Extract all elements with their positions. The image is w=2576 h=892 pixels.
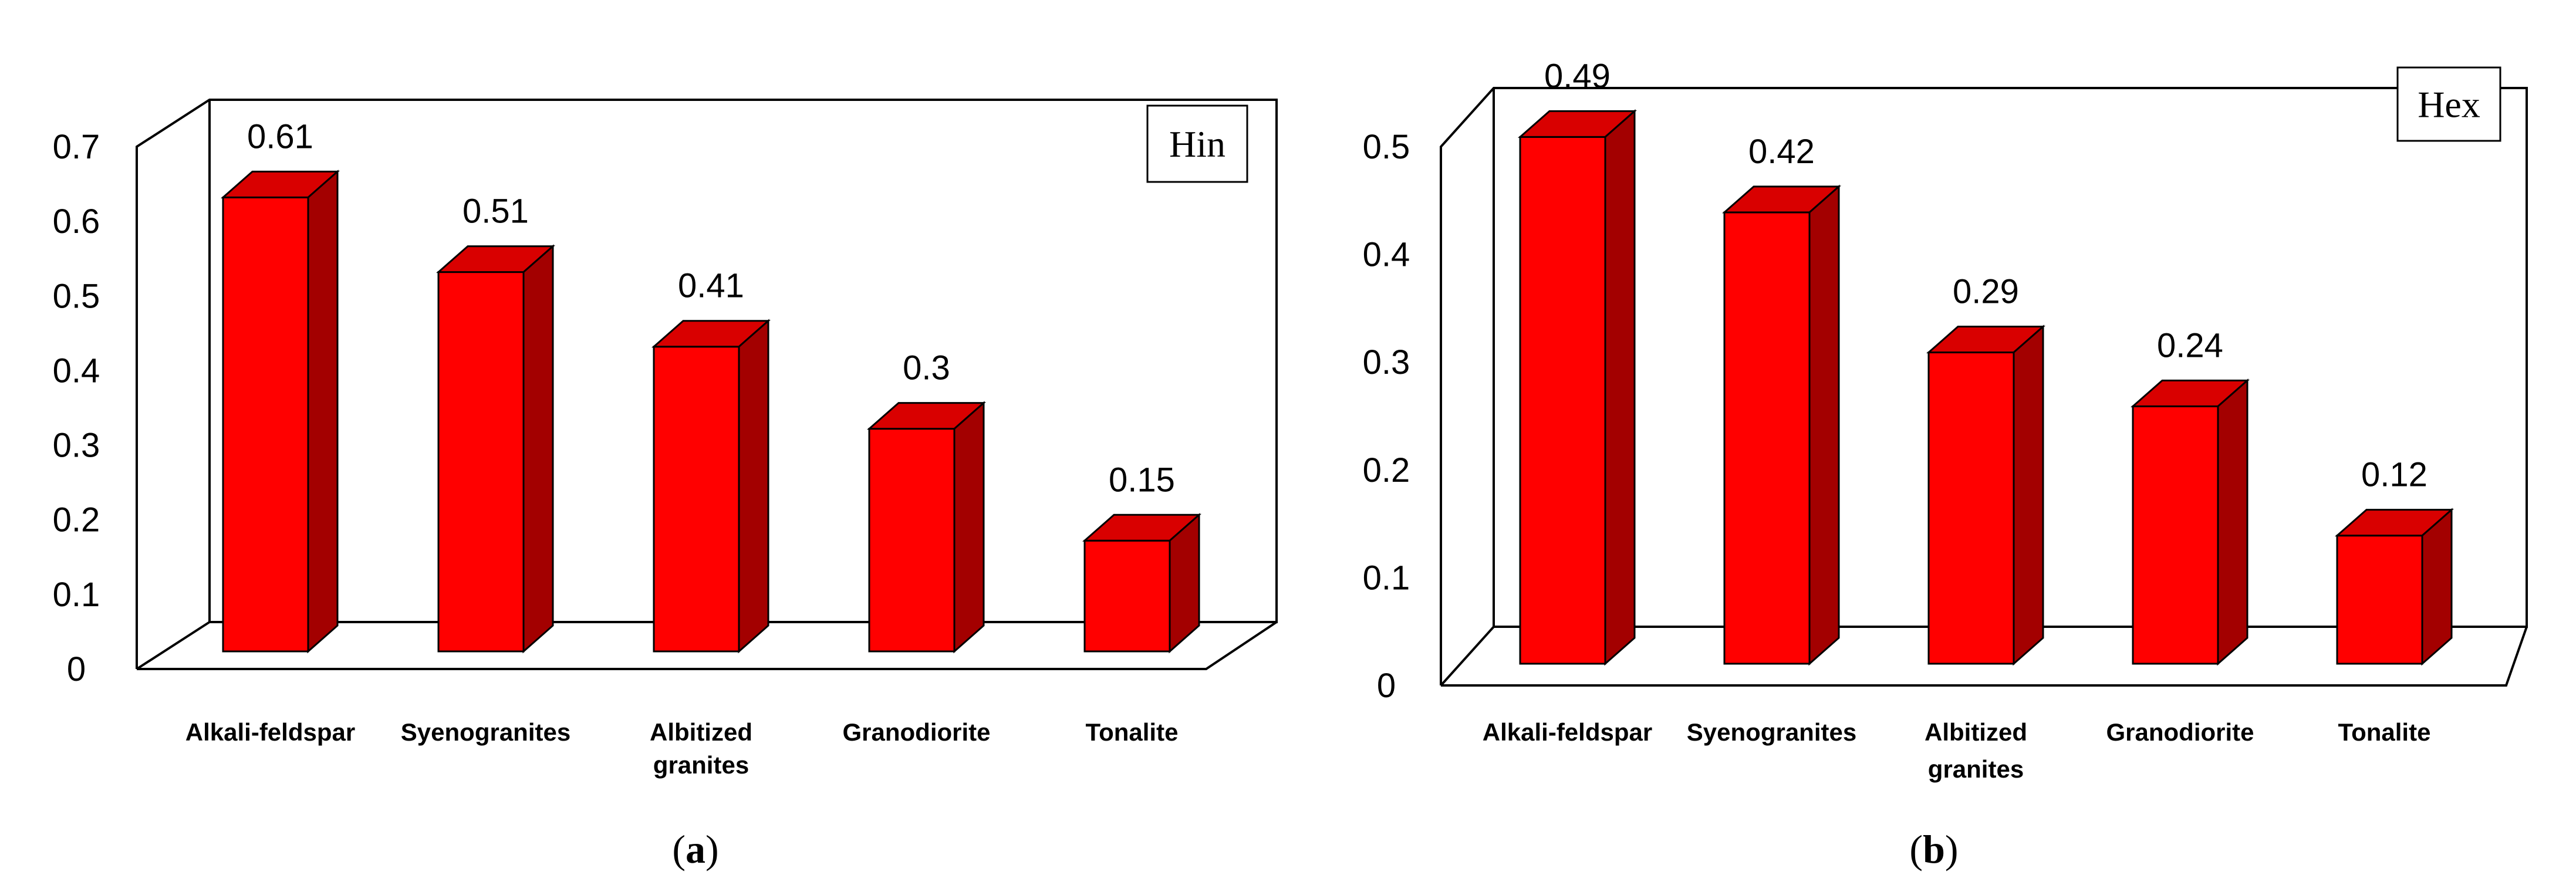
bar-side-face	[2013, 325, 2044, 666]
bar-tonalite	[1082, 512, 1201, 654]
bars: 0.61 Alkali-feldspar 0.51 Syenogranites 0.41…	[185, 117, 1201, 779]
y-tick-label: 0	[67, 650, 86, 688]
legend-label: Hin	[1169, 123, 1225, 165]
legend: Hin	[1146, 104, 1248, 183]
y-tick-label: 0.3	[53, 427, 100, 465]
x-category-label: Tonalite	[2338, 718, 2431, 746]
panel-caption-open: (	[1909, 827, 1923, 871]
bar-value-label: 0.61	[247, 117, 313, 156]
x-category-label: Albitized	[650, 718, 752, 746]
chart-panel-b: 0 0.1 0.2 0.3 0.4 0.5 0.49 Alkali-feldspar 0.42 S…	[1363, 57, 2528, 871]
bar-front-face	[222, 196, 309, 653]
bar-front-face	[2132, 405, 2219, 665]
bar-side-face	[1169, 512, 1200, 654]
bar-front-face	[1723, 211, 1811, 665]
bar-front-face	[2336, 535, 2423, 665]
y-tick-label: 0	[1377, 667, 1396, 705]
x-category-label: Granodiorite	[2106, 718, 2254, 746]
bar-alkali-feldspar	[1518, 109, 1637, 666]
panel-caption: (a)	[672, 827, 718, 871]
y-tick-label: 0.2	[53, 501, 100, 539]
chart-panel-a: 0 0.1 0.2 0.3 0.4 0.5 0.6 0.7 0.61 Alkali-feldspa…	[53, 99, 1278, 871]
bar-front-face	[868, 428, 956, 653]
x-category-label: Alkali-feldspar	[1483, 718, 1652, 746]
legend: Hex	[2396, 66, 2501, 142]
bar-side-face	[953, 401, 985, 654]
panel-caption-letter: a	[686, 827, 705, 871]
bar-value-label: 0.24	[2157, 326, 2223, 364]
bar-syenogranites	[1722, 184, 1841, 666]
bar-front-face	[1519, 136, 1606, 665]
panel-caption-open: (	[672, 827, 686, 871]
bar-value-label: 0.15	[1109, 461, 1175, 499]
plot-floor-outline	[1440, 626, 2528, 687]
y-tick-label: 0.4	[53, 352, 100, 390]
x-category-label: Alkali-feldspar	[185, 718, 355, 746]
bar-value-label: 0.41	[678, 267, 744, 305]
bar-value-label: 0.3	[903, 349, 950, 387]
y-tick-label: 0.5	[1363, 128, 1410, 166]
bar-value-label: 0.42	[1748, 133, 1815, 171]
bar-side-face	[2421, 508, 2453, 666]
x-category-label: Granodiorite	[842, 718, 990, 746]
x-category-label: Syenogranites	[1687, 718, 1856, 746]
bar-side-face	[2217, 379, 2248, 666]
legend-box	[2396, 66, 2501, 142]
bar-albitized-granites	[651, 319, 771, 654]
y-tick-label: 0.1	[53, 576, 100, 614]
y-tick-label: 0.1	[1363, 559, 1410, 597]
legend-box	[1146, 104, 1248, 183]
x-category-label: Albitized	[1925, 718, 2027, 746]
bar-value-label: 0.29	[1953, 273, 2019, 311]
plot-floor-outline	[136, 621, 1278, 670]
bar-side-face	[307, 170, 339, 654]
y-tick-label: 0.2	[1363, 451, 1410, 489]
panel-caption-letter: b	[1923, 827, 1945, 871]
y-tick-label: 0.4	[1363, 236, 1410, 274]
bar-front-face	[437, 271, 525, 653]
y-tick-label: 0.6	[53, 202, 100, 241]
bar-granodiorite	[867, 401, 986, 654]
bar-albitized-granites	[1926, 325, 2045, 666]
bar-value-label: 0.49	[1544, 57, 1611, 95]
panel-caption-close: )	[705, 827, 719, 871]
y-axis-ticks: 0 0.1 0.2 0.3 0.4 0.5 0.6 0.7	[53, 128, 100, 688]
panel-caption-close: )	[1945, 827, 1959, 871]
bar-side-face	[1808, 184, 1840, 666]
bar-alkali-feldspar	[221, 170, 340, 654]
bar-value-label: 0.12	[2361, 456, 2428, 494]
bar-front-face	[1083, 539, 1171, 653]
bars: 0.49 Alkali-feldspar 0.42 Syenogranites 0.29…	[1483, 57, 2454, 783]
bar-side-face	[522, 244, 554, 654]
bar-syenogranites	[436, 244, 555, 654]
y-tick-label: 0.5	[53, 277, 100, 315]
y-tick-label: 0.3	[1363, 343, 1410, 381]
bar-front-face	[1927, 352, 2015, 665]
bar-value-label: 0.51	[462, 192, 529, 231]
x-category-label: Tonalite	[1086, 718, 1179, 746]
bar-front-face	[653, 346, 740, 653]
y-tick-label: 0.7	[53, 128, 100, 166]
bar-granodiorite	[2131, 379, 2250, 666]
x-category-label: granites	[653, 751, 749, 779]
bar-tonalite	[2335, 508, 2454, 666]
x-category-label: Syenogranites	[401, 718, 570, 746]
bar-side-face	[1604, 109, 1636, 666]
bar-side-face	[738, 319, 769, 654]
x-category-label: granites	[1928, 755, 2024, 783]
legend-label: Hex	[2418, 84, 2480, 126]
y-axis-ticks: 0 0.1 0.2 0.3 0.4 0.5	[1363, 128, 1410, 705]
panel-caption: (b)	[1909, 827, 1958, 871]
